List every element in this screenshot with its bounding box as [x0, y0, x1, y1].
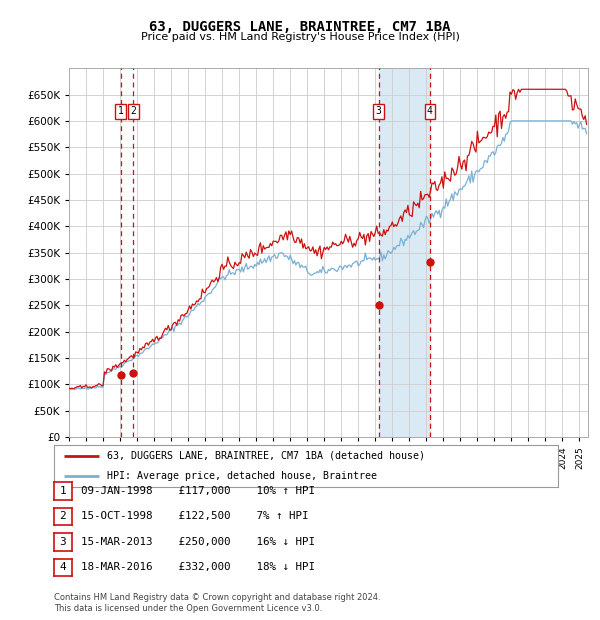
Text: 4: 4	[59, 562, 67, 572]
Text: 3: 3	[59, 537, 67, 547]
Text: Price paid vs. HM Land Registry's House Price Index (HPI): Price paid vs. HM Land Registry's House …	[140, 32, 460, 42]
Text: 15-MAR-2013    £250,000    16% ↓ HPI: 15-MAR-2013 £250,000 16% ↓ HPI	[81, 537, 315, 547]
Text: Contains HM Land Registry data © Crown copyright and database right 2024.
This d: Contains HM Land Registry data © Crown c…	[54, 593, 380, 613]
Text: 2: 2	[131, 107, 136, 117]
Text: 63, DUGGERS LANE, BRAINTREE, CM7 1BA: 63, DUGGERS LANE, BRAINTREE, CM7 1BA	[149, 20, 451, 34]
Text: 09-JAN-1998    £117,000    10% ↑ HPI: 09-JAN-1998 £117,000 10% ↑ HPI	[81, 486, 315, 496]
Text: 1: 1	[59, 486, 67, 496]
Text: HPI: Average price, detached house, Braintree: HPI: Average price, detached house, Brai…	[107, 471, 377, 481]
Text: 1: 1	[118, 107, 124, 117]
Text: 15-OCT-1998    £122,500    7% ↑ HPI: 15-OCT-1998 £122,500 7% ↑ HPI	[81, 512, 308, 521]
Text: 18-MAR-2016    £332,000    18% ↓ HPI: 18-MAR-2016 £332,000 18% ↓ HPI	[81, 562, 315, 572]
Text: 2: 2	[59, 512, 67, 521]
Text: 63, DUGGERS LANE, BRAINTREE, CM7 1BA (detached house): 63, DUGGERS LANE, BRAINTREE, CM7 1BA (de…	[107, 451, 425, 461]
Text: 3: 3	[376, 107, 382, 117]
Text: 4: 4	[427, 107, 433, 117]
Bar	[379, 68, 430, 437]
